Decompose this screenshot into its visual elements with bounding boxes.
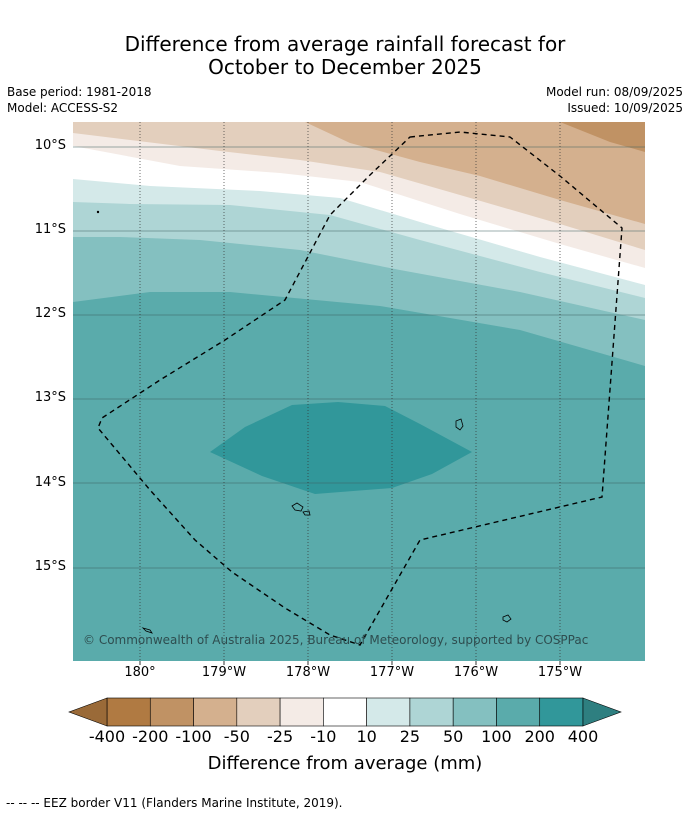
lon-label-177w: 177°W (369, 665, 415, 680)
colorbar-tick-label: 100 (481, 727, 512, 746)
lon-label-180: 180° (124, 665, 156, 680)
chart-title-line2: October to December 2025 (208, 55, 482, 79)
contour-neg200 (560, 122, 645, 152)
rainfall-map (68, 122, 645, 727)
colorbar (68, 697, 622, 727)
colorbar-swatch (323, 697, 367, 727)
colorbar-swatch (539, 697, 584, 727)
island-futuna (291, 502, 304, 512)
chart-title-line1: Difference from average rainfall forecas… (124, 32, 566, 56)
colorbar-swatch (193, 697, 238, 727)
colorbar-tick-label: 50 (442, 727, 464, 746)
colorbar-tick-label: 400 (567, 727, 599, 746)
island-alofi (302, 510, 311, 516)
colorbar-swatch (149, 697, 194, 727)
eez-border (97, 131, 623, 646)
eez-footnote: -- -- -- EEZ border V11 (Flanders Marine… (6, 796, 343, 810)
lon-ticks (139, 661, 561, 665)
colorbar-swatch (496, 697, 541, 727)
colorbar-tick-label: -50 (223, 727, 250, 746)
island-west (141, 627, 153, 634)
colorbar-tick-label: -400 (88, 727, 126, 746)
model-run: Model run: 08/09/2025 (545, 85, 683, 99)
colorbar-tick-label: -25 (267, 727, 294, 746)
colorbar-tick-label: 200 (524, 727, 555, 746)
colorbar-low-extend (68, 697, 108, 727)
colorbar-swatch (236, 697, 281, 727)
contour-neg100 (305, 122, 645, 224)
lon-label-175w: 175°W (537, 665, 583, 680)
base-period: Base period: 1981-2018 (7, 85, 152, 99)
issued-date: Issued: 10/09/2025 (567, 101, 683, 115)
colorbar-label: Difference from average (mm) (207, 753, 483, 774)
lon-label-178w: 178°W (285, 665, 331, 680)
lat-label-11s: 11°S (34, 222, 66, 237)
copyright-text: © Commonwealth of Australia 2025, Bureau… (83, 633, 589, 647)
lat-label-15s: 15°S (34, 559, 66, 574)
lat-label-13s: 13°S (34, 390, 66, 405)
colorbar-tick-label: 10 (356, 727, 377, 746)
lat-label-14s: 14°S (34, 475, 66, 490)
colorbar-swatch (279, 697, 324, 727)
colorbar-tick-label: 25 (399, 727, 421, 746)
colorbar-swatch (366, 697, 411, 727)
colorbar-swatch (409, 697, 454, 727)
contour-400 (210, 402, 472, 494)
colorbar-swatch (452, 697, 497, 727)
map-contours (73, 122, 645, 661)
colorbar-tick-label: -200 (132, 727, 169, 746)
lon-label-176w: 176°W (453, 665, 499, 680)
lat-label-10s: 10°S (34, 138, 66, 153)
colorbar-tick-label: -100 (175, 727, 212, 746)
islands (96, 210, 512, 634)
model-name: Model: ACCESS-S2 (7, 101, 119, 115)
island-north (96, 210, 100, 214)
lon-label-179w: 179°W (201, 665, 247, 680)
island-south (502, 614, 512, 623)
island-wallis (455, 418, 464, 431)
colorbar-high-extend (582, 697, 622, 727)
colorbar-swatch (106, 697, 151, 727)
colorbar-tick-label: -10 (310, 727, 337, 746)
lat-label-12s: 12°S (34, 306, 66, 321)
graticule (73, 146, 645, 569)
